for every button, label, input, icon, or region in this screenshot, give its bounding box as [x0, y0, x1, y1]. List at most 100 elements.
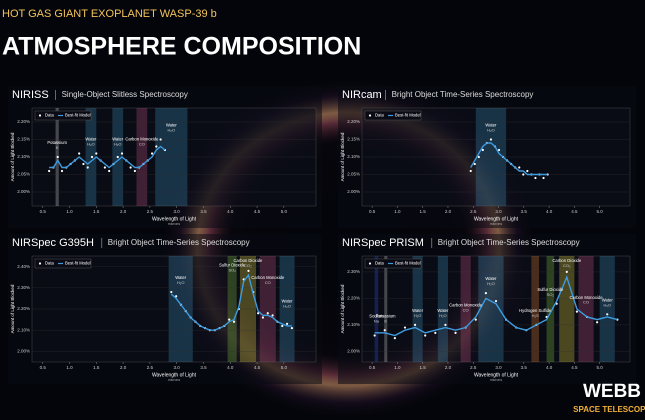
x-axis-label: Wavelength of Light [474, 216, 519, 222]
data-point [477, 155, 480, 159]
x-tick-label: 1.5 [420, 209, 427, 214]
x-axis-unit: microns [168, 378, 181, 382]
y-tick-label: 2.10% [17, 327, 30, 332]
x-tick-label: 0.5 [369, 365, 376, 370]
molecule-label: Water [282, 298, 294, 303]
x-tick-label: 4.0 [227, 209, 234, 214]
x-tick-label: 5.0 [281, 365, 288, 370]
x-tick-label: 3.0 [174, 209, 181, 214]
data-point [257, 312, 260, 315]
x-tick-label: 3.0 [495, 365, 502, 370]
x-tick-label: 1.5 [93, 365, 100, 370]
molecule-label: Water [175, 275, 187, 280]
data-point [393, 337, 396, 340]
x-tick-label: 2.5 [147, 365, 154, 370]
y-tick-label: 2.15% [17, 137, 30, 142]
molecule-band [460, 256, 471, 362]
molecule-formula: CO₂ [563, 263, 571, 268]
y-axis-label: Amount of Light Blocked [10, 132, 15, 181]
molecule-label: Sulfur Dioxide [537, 287, 564, 292]
x-axis-unit: microns [168, 222, 181, 226]
data-point [596, 321, 599, 324]
molecule-formula: Na [374, 318, 380, 323]
panel-title: NIRcam [342, 89, 382, 101]
data-point [281, 324, 284, 328]
data-point [565, 270, 568, 273]
panel-title: NIRSpec PRISM [342, 237, 424, 249]
data-point [232, 320, 236, 323]
x-tick-label: 0.5 [369, 209, 376, 214]
data-point [290, 326, 293, 330]
molecule-label: Sulfur Dioxide [219, 262, 246, 267]
x-tick-label: 2.5 [470, 209, 477, 214]
data-point [444, 323, 447, 326]
x-tick-label: 2.5 [147, 209, 154, 214]
plot-area [361, 255, 631, 363]
molecule-label: Carbon Monoxide [125, 137, 159, 142]
molecule-formula: H₂O [487, 281, 495, 286]
data-point [473, 162, 476, 166]
data-point [266, 312, 269, 315]
molecule-band [384, 256, 388, 362]
x-tick-label: 1.0 [66, 365, 73, 370]
y-tick-label: 2.30% [347, 269, 360, 274]
molecule-formula: SO₂ [228, 267, 236, 272]
data-point [60, 169, 64, 173]
data-point [474, 318, 477, 321]
molecule-label: Carbon Monoxide [251, 275, 285, 280]
x-tick-label: 3.5 [521, 209, 528, 214]
data-point [150, 152, 154, 155]
y-axis-label: Amount of Light Blocked [340, 284, 345, 333]
data-point [228, 318, 231, 321]
data-point [526, 169, 529, 173]
molecule-formula: K [384, 318, 387, 323]
molecule-band [412, 256, 423, 362]
data-point [606, 313, 609, 316]
data-point [271, 314, 274, 317]
x-axis-unit: microns [490, 222, 503, 226]
y-tick-label: 2.00% [17, 189, 30, 194]
data-point [78, 152, 81, 155]
y-tick-label: 2.00% [347, 189, 360, 194]
molecule-label: Water [412, 308, 424, 313]
model-line [170, 273, 292, 331]
data-point [494, 299, 498, 303]
x-tick-label: 5.0 [281, 209, 288, 214]
x-axis-label: Wavelength of Light [152, 372, 197, 378]
molecule-band [374, 256, 379, 362]
header-title: HOT GAS GIANT EXOPLANET WASP-39 b [2, 8, 217, 20]
data-point [434, 331, 437, 334]
data-point [261, 316, 265, 319]
x-tick-label: 1.0 [66, 209, 73, 214]
x-tick-label: 3.5 [200, 365, 207, 370]
molecule-label: Water [437, 308, 449, 313]
x-tick-label: 3.5 [200, 209, 207, 214]
y-tick-label: 2.20% [17, 119, 30, 124]
x-tick-label: 4.5 [571, 209, 578, 214]
data-point [403, 326, 407, 329]
y-tick-label: 2.00% [347, 349, 360, 354]
data-point [518, 166, 521, 169]
x-tick-label: 5.0 [597, 365, 604, 370]
data-point [413, 323, 417, 326]
x-tick-label: 2.5 [470, 365, 477, 370]
y-axis-label: Amount of Light Blocked [340, 132, 345, 181]
molecule-formula: K [56, 145, 59, 150]
data-point [155, 145, 158, 148]
y-tick-label: 2.10% [347, 322, 360, 327]
molecule-formula: SO₂ [547, 292, 555, 297]
legend-label: Data [375, 261, 385, 266]
data-point [247, 269, 250, 272]
x-tick-label: 4.5 [254, 365, 261, 370]
data-point [86, 166, 89, 169]
panel-title: NIRSpec G395H [12, 237, 94, 249]
panel-subtitle: Bright Object Time-Series Spectroscopy [108, 238, 250, 247]
molecule-band [599, 256, 615, 362]
x-tick-label: 4.0 [546, 365, 553, 370]
data-point [159, 138, 162, 141]
data-point [103, 166, 106, 169]
x-tick-label: 1.5 [420, 365, 427, 370]
molecule-formula: H₂O [487, 128, 495, 133]
y-tick-label: 2.20% [347, 296, 360, 301]
